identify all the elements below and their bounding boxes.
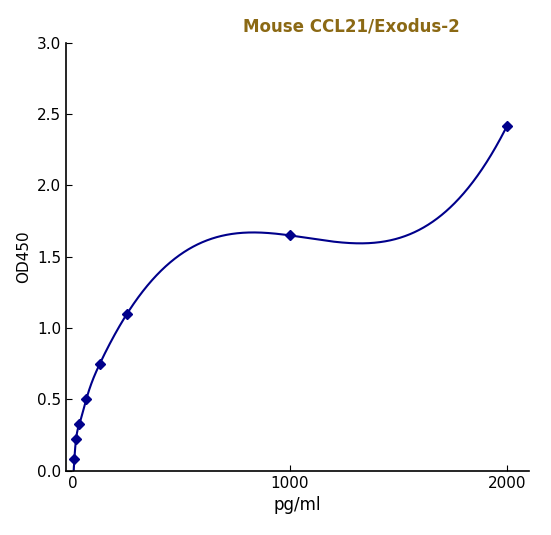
Y-axis label: OD450: OD450 xyxy=(17,231,31,283)
X-axis label: pg/ml: pg/ml xyxy=(274,496,321,514)
Text: Mouse CCL21/Exodus-2: Mouse CCL21/Exodus-2 xyxy=(243,18,460,36)
